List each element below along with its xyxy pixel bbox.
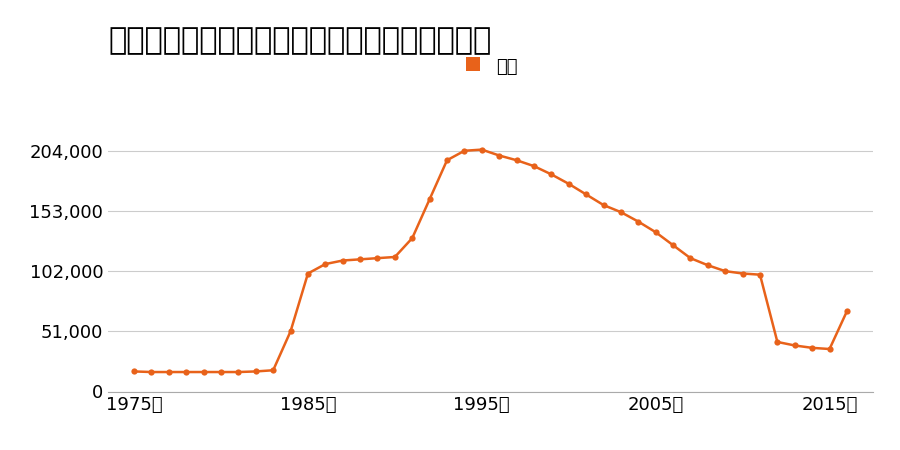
Line: 価格: 価格 xyxy=(131,147,850,375)
Legend: 価格: 価格 xyxy=(456,50,525,83)
価格 xyxy=(754,272,765,277)
価格 xyxy=(216,369,227,375)
価格 xyxy=(668,243,679,248)
価格 xyxy=(198,369,209,375)
価格 xyxy=(268,368,279,373)
価格 xyxy=(390,254,400,260)
価格 xyxy=(702,262,713,268)
価格 xyxy=(146,369,157,375)
価格 xyxy=(424,197,435,202)
価格 xyxy=(355,256,365,262)
価格 xyxy=(546,172,557,177)
価格 xyxy=(511,158,522,163)
価格 xyxy=(442,158,453,163)
価格 xyxy=(580,192,591,197)
価格 xyxy=(476,147,487,152)
価格 xyxy=(285,328,296,334)
価格 xyxy=(372,256,382,261)
価格 xyxy=(633,219,643,224)
価格 xyxy=(250,369,261,374)
価格 xyxy=(494,153,505,158)
価格 xyxy=(528,163,539,169)
価格 xyxy=(338,258,348,263)
価格 xyxy=(320,261,330,267)
価格 xyxy=(164,369,175,375)
価格 xyxy=(824,346,835,352)
価格 xyxy=(772,339,783,345)
価格 xyxy=(459,148,470,153)
価格 xyxy=(181,369,192,375)
価格 xyxy=(616,209,626,215)
価格 xyxy=(129,369,140,374)
価格 xyxy=(720,269,731,274)
価格 xyxy=(789,343,800,348)
価格 xyxy=(737,271,748,276)
価格 xyxy=(842,309,852,314)
価格 xyxy=(302,271,313,276)
価格 xyxy=(407,235,418,241)
価格 xyxy=(806,345,817,351)
価格 xyxy=(233,369,244,375)
価格 xyxy=(651,230,661,235)
価格 xyxy=(685,256,696,261)
価格 xyxy=(598,202,609,208)
Text: 石川県金沢市鈴見台２丁目１７４番の地価推移: 石川県金沢市鈴見台２丁目１７４番の地価推移 xyxy=(108,27,491,56)
価格 xyxy=(563,181,574,186)
